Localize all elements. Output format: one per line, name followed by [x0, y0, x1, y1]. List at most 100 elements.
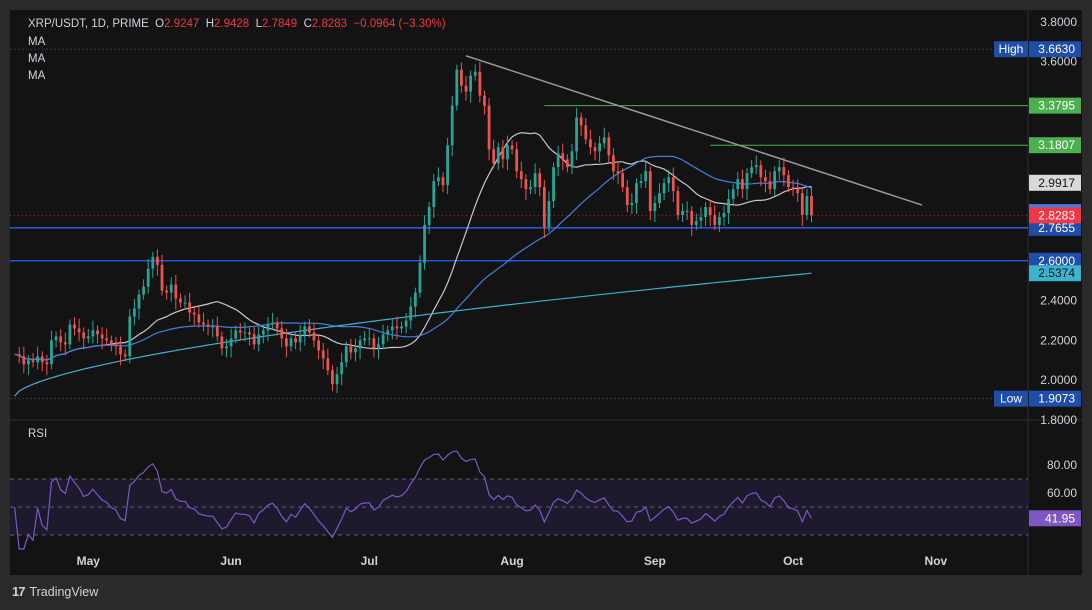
- candle-body: [381, 334, 385, 345]
- close-value: 2.8283: [311, 18, 348, 30]
- high-value: 2.9428: [214, 18, 250, 30]
- candle-body: [796, 189, 800, 194]
- candle-body: [722, 213, 726, 217]
- candle-body: [344, 346, 348, 363]
- candle-body: [473, 71, 477, 76]
- candle-body: [589, 139, 592, 148]
- candle-body: [469, 75, 473, 92]
- price-tag-ma-white: 2.9917: [1038, 176, 1075, 190]
- level-tag-green: 3.1807: [1038, 138, 1075, 152]
- candle-body: [372, 338, 376, 349]
- candle-body: [464, 85, 468, 92]
- ma-legend-3[interactable]: MA: [28, 70, 46, 82]
- candle-body: [197, 314, 201, 323]
- candle-body: [524, 179, 528, 190]
- candle-body: [54, 336, 58, 341]
- candle-body: [275, 322, 279, 329]
- candle-body: [805, 196, 809, 215]
- candle-body: [280, 328, 284, 339]
- candle-body: [556, 153, 560, 168]
- candle-body: [561, 153, 565, 160]
- candle-body: [685, 211, 689, 213]
- price-tick-label: 3.6000: [1040, 55, 1077, 69]
- rsi-legend[interactable]: RSI: [28, 428, 48, 440]
- price-tick-label: 1.8000: [1040, 413, 1077, 427]
- candle-body: [625, 187, 629, 206]
- price-tick-label: 2.2000: [1040, 333, 1077, 347]
- candle-body: [699, 216, 703, 221]
- candle-body: [501, 147, 505, 160]
- candle-body: [211, 326, 215, 328]
- candle-body: [183, 302, 187, 304]
- candle-body: [446, 145, 449, 186]
- ma-legend-2[interactable]: MA: [28, 53, 46, 65]
- candle-body: [708, 207, 712, 215]
- candle-body: [229, 338, 233, 347]
- candle-body: [570, 151, 574, 168]
- level-tag-green: 3.3795: [1038, 99, 1075, 113]
- candle-body: [547, 201, 551, 227]
- candle-body: [243, 332, 247, 334]
- time-label: Sep: [644, 554, 666, 568]
- candle-body: [261, 330, 265, 335]
- candle-body: [377, 344, 380, 349]
- candle-body: [598, 143, 601, 152]
- candle-body: [506, 145, 509, 160]
- ma-legend-1[interactable]: MA: [28, 36, 46, 48]
- candle-body: [787, 175, 790, 188]
- candle-body: [533, 173, 537, 188]
- candle-body: [455, 69, 459, 106]
- candle-body: [616, 171, 620, 174]
- candle-body: [741, 179, 744, 190]
- tradingview-logo-icon[interactable]: 17: [12, 584, 26, 599]
- time-label: Aug: [500, 554, 523, 568]
- candle-body: [303, 326, 307, 335]
- candle-body: [777, 167, 781, 172]
- candle-body: [800, 193, 804, 215]
- candle-body: [639, 181, 643, 184]
- candle-body: [662, 183, 666, 194]
- candle-body: [215, 326, 219, 337]
- candle-body: [773, 171, 777, 190]
- candle-body: [584, 125, 588, 140]
- candle-body: [496, 147, 500, 164]
- candle-body: [764, 177, 767, 182]
- candle-body: [658, 193, 661, 204]
- candle-body: [621, 173, 625, 188]
- level-tag-high-bg: [1029, 41, 1081, 58]
- time-label: Nov: [925, 554, 948, 568]
- candle-body: [390, 326, 394, 331]
- brand-name: TradingView: [29, 584, 99, 599]
- candle-body: [91, 330, 95, 337]
- open-value: 2.9247: [164, 18, 200, 30]
- candle-body: [179, 298, 182, 303]
- candle-body: [192, 312, 196, 315]
- candle-body: [298, 334, 302, 343]
- candle-body: [77, 328, 81, 333]
- candle-body: [335, 374, 339, 385]
- candle-body: [349, 346, 353, 353]
- candle-body: [602, 137, 606, 144]
- candle-body: [100, 334, 104, 339]
- candle-body: [413, 292, 417, 307]
- high-label: H: [205, 18, 215, 30]
- candle-body: [791, 187, 795, 190]
- candle-body: [432, 181, 436, 208]
- rsi-line: [14, 450, 813, 550]
- candle-body: [82, 332, 86, 339]
- price-chart[interactable]: 3.8000 3.6000 2.4000 2.2000 2.0000 1.8000 3.66…: [10, 10, 1082, 575]
- candle-body: [234, 330, 238, 339]
- candle-body: [63, 342, 67, 345]
- candle-body: [151, 256, 155, 269]
- candle-body: [40, 356, 44, 363]
- candle-body: [676, 191, 680, 215]
- level-tag-green-bg: [1029, 137, 1081, 154]
- time-label: Jul: [361, 554, 378, 568]
- candle-body: [188, 302, 192, 313]
- candle-body: [27, 360, 30, 365]
- candle-body: [717, 216, 721, 225]
- candle-body: [160, 264, 164, 291]
- candle-body: [552, 167, 555, 202]
- candle-body: [607, 137, 611, 156]
- candle-body: [289, 338, 293, 347]
